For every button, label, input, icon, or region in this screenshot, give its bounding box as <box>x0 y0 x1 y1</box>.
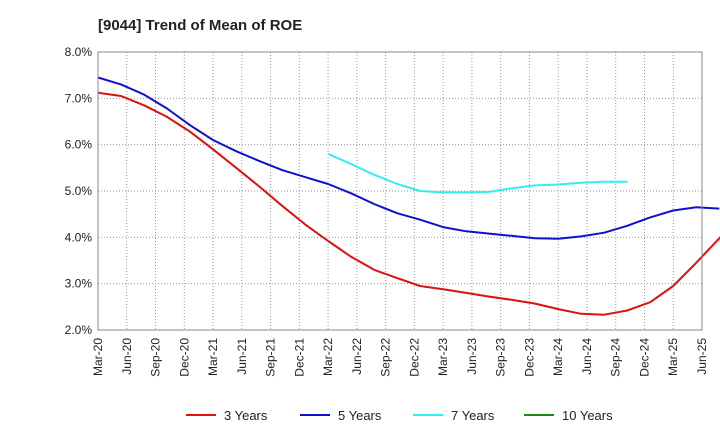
x-tick-label: Sep-24 <box>609 338 623 377</box>
x-tick-label: Jun-21 <box>235 338 249 375</box>
x-tick-label: Jun-25 <box>695 338 709 375</box>
x-tick-label: Jun-24 <box>580 338 594 375</box>
y-tick-label: 4.0% <box>65 230 93 244</box>
x-axis: Mar-20 Jun-20 Sep-20 Dec-20 Mar-21 Jun-21 Sep-… <box>91 338 709 377</box>
y-tick-label: 6.0% <box>65 138 93 152</box>
legend-label: 7 Years <box>451 408 495 423</box>
x-tick-label: Sep-21 <box>264 338 278 377</box>
y-tick-label: 7.0% <box>65 91 93 105</box>
legend-label: 5 Years <box>338 408 382 423</box>
series <box>97 76 720 316</box>
x-tick-label: Jun-23 <box>465 338 479 375</box>
chart-title: [9044] Trend of Mean of ROE <box>98 17 302 34</box>
x-tick-label: Sep-23 <box>494 338 508 377</box>
x-tick-label: Mar-20 <box>91 338 105 376</box>
y-tick-label: 3.0% <box>65 277 93 291</box>
x-tick-label: Jun-20 <box>120 338 134 375</box>
plot-frame <box>97 51 703 331</box>
x-tick-label: Dec-22 <box>407 338 421 377</box>
y-axis: 8.0% 7.0% 6.0% 5.0% 4.0% 3.0% 2.0% <box>65 45 93 337</box>
x-tick-label: Dec-24 <box>637 338 651 377</box>
y-tick-label: 5.0% <box>65 184 93 198</box>
series-line <box>97 91 720 316</box>
legend-label: 3 Years <box>224 408 268 423</box>
x-tick-label: Dec-20 <box>177 338 191 377</box>
x-tick-label: Mar-24 <box>551 338 565 376</box>
x-tick-label: Dec-23 <box>522 338 536 377</box>
x-tick-label: Sep-20 <box>149 338 163 377</box>
x-tick-label: Sep-22 <box>379 338 393 377</box>
legend: 3 Years 5 Years 7 Years 10 Years <box>186 408 613 423</box>
x-tick-label: Mar-21 <box>206 338 220 376</box>
series-line <box>327 152 628 194</box>
y-tick-label: 2.0% <box>65 323 93 337</box>
series-line <box>97 76 720 240</box>
y-tick-label: 8.0% <box>65 45 93 59</box>
x-tick-label: Jun-22 <box>350 338 364 375</box>
legend-label: 10 Years <box>562 408 613 423</box>
x-tick-label: Mar-25 <box>666 338 680 376</box>
x-tick-label: Mar-23 <box>436 338 450 376</box>
x-tick-label: Dec-21 <box>292 338 306 377</box>
grid <box>97 51 703 331</box>
x-tick-label: Mar-22 <box>321 338 335 376</box>
